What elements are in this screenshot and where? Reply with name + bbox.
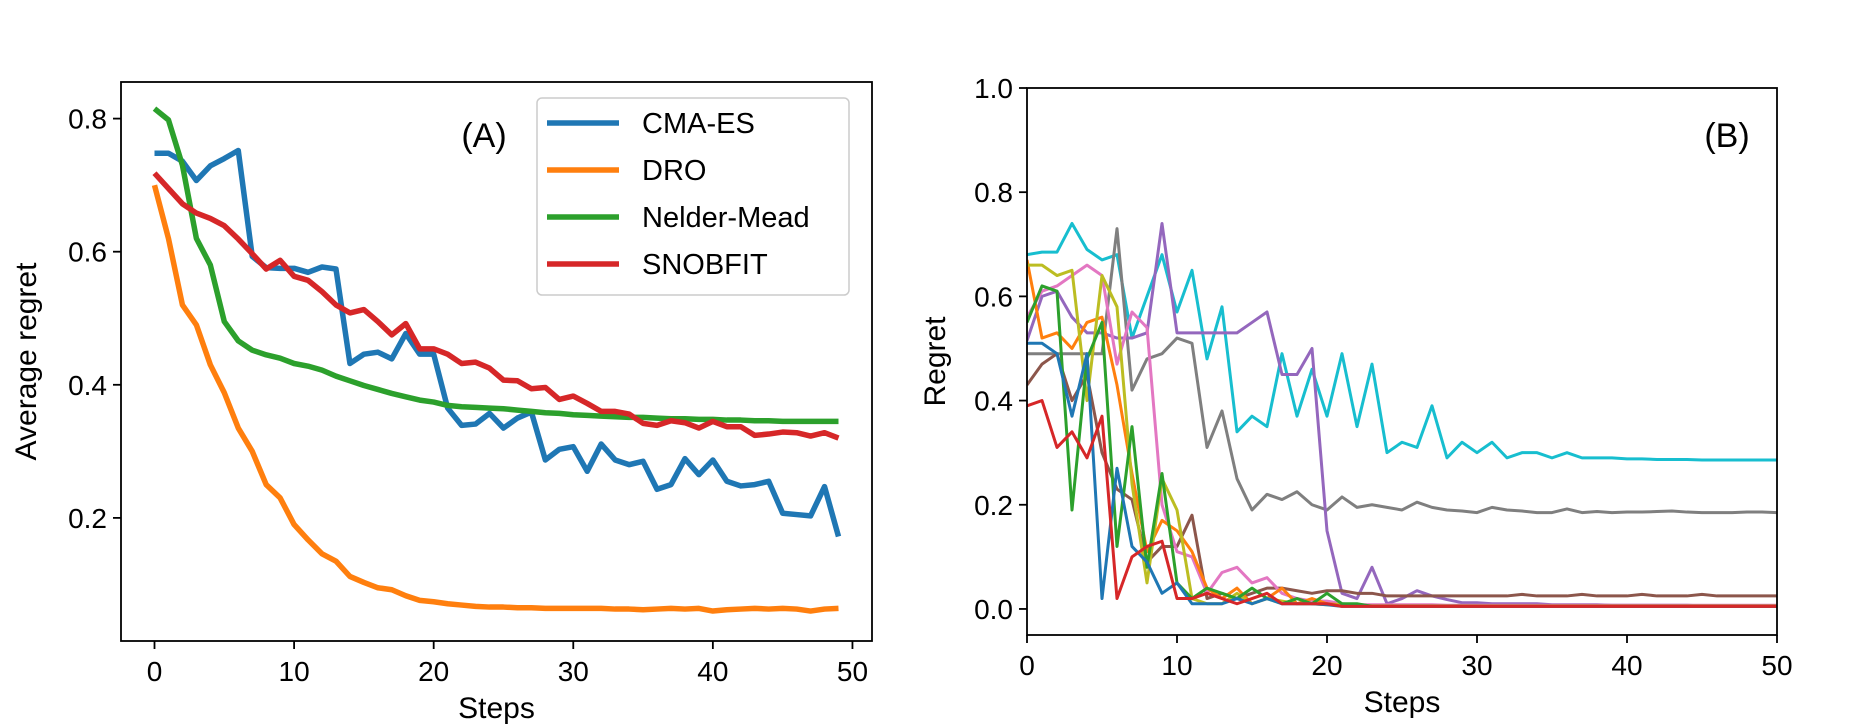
series-line-10 — [1027, 399, 1777, 608]
y-tick-label: 0.4 — [974, 386, 1013, 417]
legend-entry-label: Nelder-Mead — [642, 202, 810, 234]
x-tick-label: 30 — [558, 656, 589, 687]
x-tick-label: 0 — [147, 656, 163, 687]
y-axis-label: Regret — [919, 316, 952, 407]
x-tick-label: 10 — [1161, 650, 1192, 681]
y-tick-label: 0.2 — [974, 490, 1013, 521]
series-line-dro — [151, 184, 839, 614]
y-tick-label: 0.4 — [68, 370, 107, 401]
x-tick-label: 40 — [1611, 650, 1642, 681]
y-tick-label: 0.0 — [974, 594, 1013, 625]
y-tick-label: 0.2 — [68, 503, 107, 534]
plot-frame — [1026, 87, 1778, 636]
series-line-2 — [1027, 227, 1777, 515]
series-line-1 — [1027, 221, 1777, 462]
y-tick-label: 0.8 — [68, 104, 107, 135]
x-axis-label: Steps — [1364, 686, 1441, 719]
y-tick-label: 1.0 — [974, 73, 1013, 104]
x-tick-label: 10 — [279, 656, 310, 687]
x-tick-label: 0 — [1019, 650, 1035, 681]
series-line-snobfit — [152, 171, 840, 441]
y-tick-label: 0.6 — [974, 281, 1013, 312]
legend: CMA-ES DRO Nelder-Mead SNOBFIT — [536, 97, 850, 296]
x-tick-label: 20 — [1311, 650, 1342, 681]
y-tick-label: 0.6 — [68, 237, 107, 268]
y-tick-label: 0.8 — [974, 177, 1013, 208]
x-axis-label: Steps — [458, 692, 535, 725]
legend-entry-label: SNOBFIT — [642, 249, 768, 281]
panel-label: (B) — [1704, 117, 1749, 155]
x-tick-label: 20 — [418, 656, 449, 687]
x-tick-label: 50 — [837, 656, 868, 687]
y-axis-label: Average regret — [10, 262, 43, 461]
x-tick-label: 50 — [1761, 650, 1792, 681]
series-line-nelder-mead — [152, 106, 839, 425]
plot-frame — [120, 81, 873, 642]
panel-label: (A) — [461, 117, 506, 155]
legend-entry-label: DRO — [642, 155, 706, 187]
legend-entry-label: CMA-ES — [642, 108, 755, 140]
x-tick-label: 30 — [1461, 650, 1492, 681]
panel-a-line-chart: 0 10 20 30 40 50 0.2 0.4 0.6 0.8 Steps Average regr… — [10, 81, 873, 725]
x-tick-label: 40 — [697, 656, 728, 687]
legend-box — [536, 97, 850, 296]
panel-b-line-chart: 0 10 20 30 40 50 0.0 0.2 0.4 0.6 0.8 1.0 Steps Regret… — [919, 73, 1793, 719]
